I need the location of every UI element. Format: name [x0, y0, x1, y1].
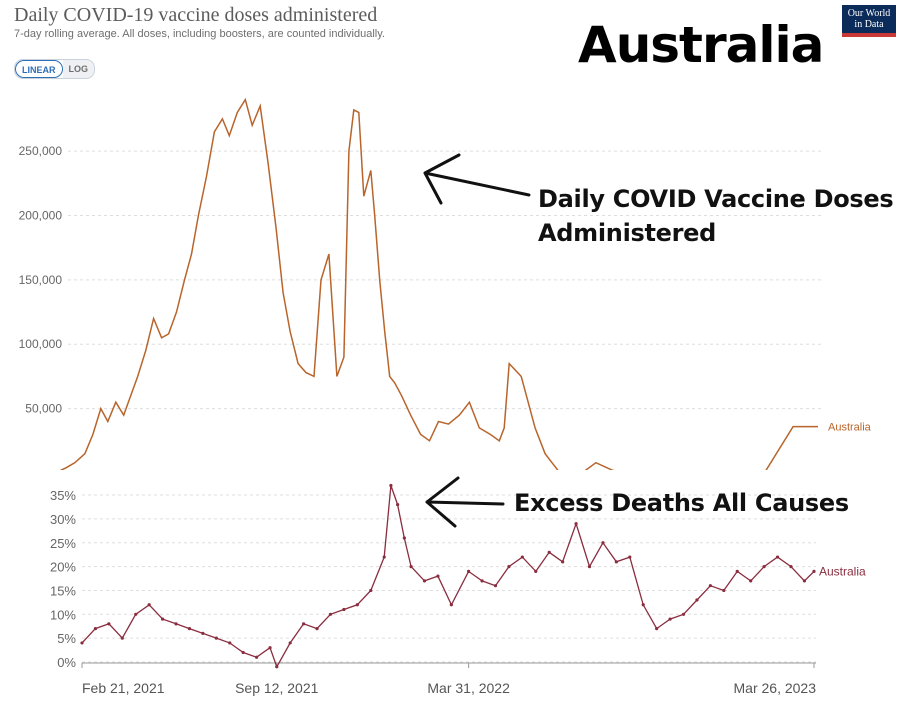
deaths-point [255, 655, 259, 659]
deaths-series-line [81, 485, 815, 669]
deaths-point [275, 665, 279, 669]
deaths-point [493, 584, 498, 588]
deaths-point [436, 574, 440, 578]
excess-deaths-annotation: Excess Deaths All Causes [514, 489, 849, 517]
deaths-point [812, 569, 816, 573]
country-heading: Australia [578, 16, 824, 74]
deaths-x-tick: Mar 26, 2023 [734, 680, 817, 696]
deaths-point [534, 569, 538, 573]
deaths-point [402, 536, 406, 540]
excess-deaths-panel [53, 470, 914, 707]
deaths-point [668, 617, 672, 621]
deaths-point [268, 646, 272, 650]
deaths-point [241, 650, 245, 655]
deaths-point [328, 612, 333, 616]
deaths-point [369, 588, 373, 593]
deaths-point [762, 565, 766, 569]
deaths-point [708, 584, 712, 588]
deaths-arrow [425, 476, 505, 528]
deaths-point [120, 636, 124, 640]
deaths-point [80, 641, 84, 645]
vaccine-annotation: Daily COVID Vaccine Doses Administered [538, 185, 894, 247]
deaths-y-tick: 30% [50, 512, 76, 527]
deaths-point [409, 565, 413, 569]
vaccine-y-tick: 50,000 [25, 402, 62, 416]
deaths-point [160, 617, 165, 621]
deaths-point [288, 641, 292, 645]
deaths-point [722, 588, 726, 593]
deaths-point [396, 502, 400, 507]
deaths-point [93, 627, 98, 631]
deaths-point [802, 579, 807, 583]
deaths-y-tick: 0% [57, 655, 76, 670]
deaths-point [520, 555, 524, 559]
deaths-point [422, 579, 427, 583]
vaccine-y-tick: 150,000 [19, 273, 63, 287]
deaths-point [147, 603, 151, 607]
logo-line1: Our World [847, 8, 891, 19]
deaths-point [228, 641, 232, 645]
chart-subtitle: 7-day rolling average. All doses, includ… [14, 28, 385, 40]
deaths-point [681, 612, 686, 616]
deaths-point [601, 541, 605, 545]
deaths-point [187, 627, 192, 631]
deaths-point [449, 603, 453, 607]
deaths-point [614, 560, 618, 564]
deaths-point [775, 555, 780, 559]
deaths-point [789, 565, 793, 569]
deaths-point [467, 569, 471, 573]
scale-toggle: LINEAR LOG [14, 59, 95, 79]
vaccine-series-label: Australia [828, 422, 872, 434]
deaths-y-tick: 20% [50, 560, 76, 575]
deaths-point [302, 622, 306, 626]
logo-line2: in Data [854, 19, 884, 30]
deaths-point [174, 622, 178, 626]
deaths-point [587, 565, 592, 569]
linear-button[interactable]: LINEAR [15, 60, 63, 78]
vaccine-y-tick: 200,000 [19, 208, 63, 222]
deaths-point [315, 627, 319, 631]
deaths-point [107, 622, 111, 626]
deaths-point [655, 627, 659, 631]
vaccine-y-tick: 100,000 [19, 337, 63, 351]
chart-title: Daily COVID-19 vaccine doses administere… [14, 4, 378, 26]
deaths-point [382, 555, 386, 559]
deaths-point [628, 555, 632, 559]
deaths-point [749, 579, 753, 583]
deaths-point [214, 636, 218, 640]
deaths-y-tick: 35% [50, 488, 76, 503]
deaths-y-tick: 5% [57, 631, 76, 646]
deaths-point [389, 483, 393, 488]
deaths-point [547, 550, 551, 554]
deaths-point [695, 598, 699, 602]
deaths-point [134, 612, 138, 616]
deaths-point [574, 522, 578, 526]
deaths-y-tick: 10% [50, 607, 76, 622]
deaths-point [355, 603, 359, 607]
deaths-x-tick: Feb 21, 2021 [82, 680, 165, 696]
deaths-point [480, 579, 484, 583]
deaths-point [201, 631, 205, 635]
deaths-point [342, 607, 346, 612]
deaths-point [735, 569, 739, 573]
owid-logo[interactable]: Our World in Data [842, 5, 896, 37]
vaccine-y-tick: 250,000 [19, 144, 63, 158]
deaths-x-tick: Mar 31, 2022 [427, 680, 510, 696]
vaccine-arrow [423, 153, 531, 205]
deaths-y-tick: 15% [50, 583, 76, 598]
log-button[interactable]: LOG [62, 60, 94, 78]
deaths-series-label: Australia [819, 564, 866, 578]
deaths-point [641, 603, 645, 607]
deaths-point [507, 565, 511, 569]
deaths-y-tick: 25% [50, 536, 76, 551]
deaths-point [561, 560, 565, 564]
deaths-x-tick: Sep 12, 2021 [235, 680, 319, 696]
